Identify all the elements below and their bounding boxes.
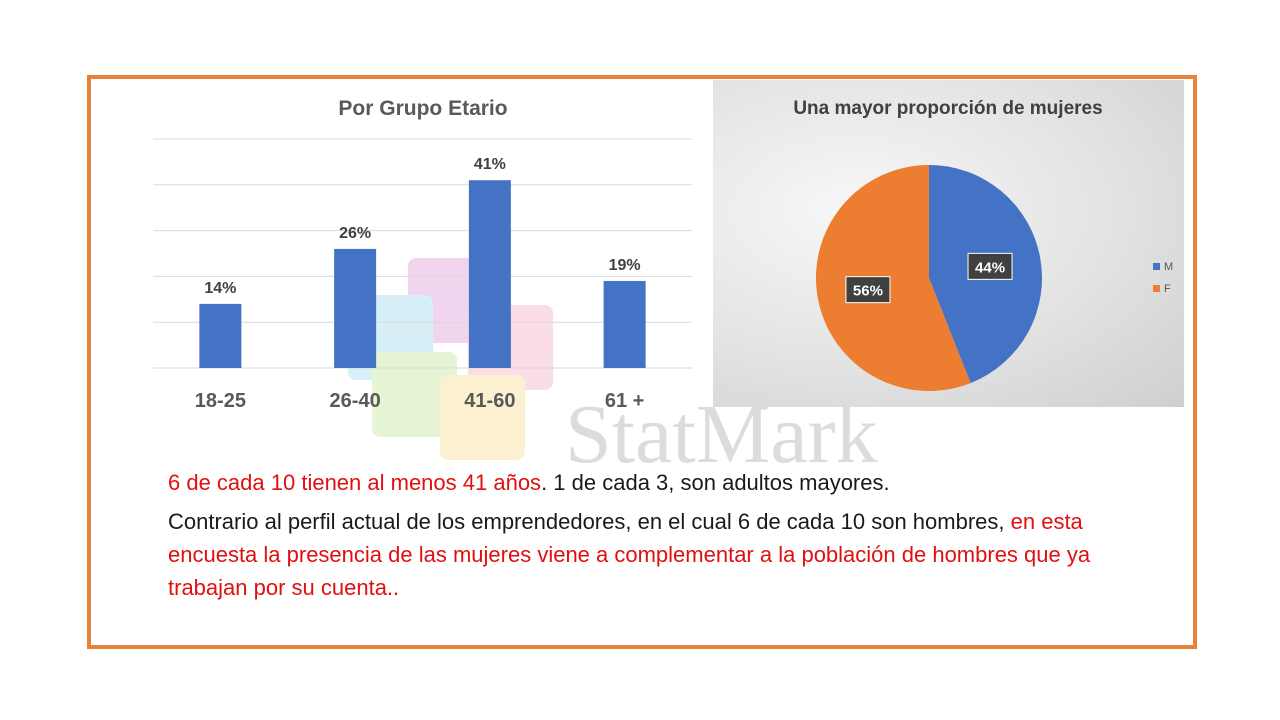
- bar-data-label: 41%: [474, 156, 506, 173]
- highlight-age: 6 de cada 10 tienen al menos 41 años: [168, 470, 542, 495]
- bar-61: [603, 280, 646, 368]
- pie-slice-f: [816, 165, 971, 391]
- bar-data-label: 19%: [609, 257, 641, 274]
- legend-swatch-m: [1153, 263, 1160, 270]
- x-tick-label: 61 +: [605, 390, 644, 412]
- highlight-gender: en esta encuesta la presencia de las muj…: [168, 509, 1091, 600]
- bar-18-25: [199, 303, 242, 368]
- bar-chart-bars: 14% 18-25 26% 26-40 41% 41-60 19% 61 +: [195, 156, 646, 412]
- pie-label-box: [845, 276, 891, 304]
- gender-pie-panel: Una mayor proporción de mujeres 44% 56% M…: [713, 80, 1184, 407]
- legend-label-m: M: [1164, 261, 1173, 273]
- commentary-line-2: Contrario al perfil actual de los empren…: [168, 505, 1128, 604]
- age-note: . 1 de cada 3, son adultos mayores.: [541, 470, 890, 495]
- legend-label-f: F: [1164, 283, 1171, 295]
- x-tick-label: 26-40: [330, 390, 381, 412]
- bar-chart-title: Por Grupo Etario: [338, 97, 507, 120]
- slide-frame: [87, 75, 1197, 649]
- x-tick-label: 41-60: [464, 390, 515, 412]
- pie-data-label: 44%: [975, 259, 1005, 276]
- commentary: 6 de cada 10 tienen al menos 41 años. 1 …: [168, 466, 1128, 604]
- pie-label-box: [967, 252, 1013, 280]
- pie-chart-title: Una mayor proporción de mujeres: [793, 98, 1102, 119]
- bar-data-label: 26%: [339, 225, 371, 242]
- bar-data-label: 14%: [204, 280, 236, 297]
- pie-legend: MF: [1153, 261, 1173, 295]
- gender-context: Contrario al perfil actual de los empren…: [168, 509, 1005, 534]
- bar-chart-gridlines: [153, 138, 692, 369]
- commentary-line-1: 6 de cada 10 tienen al menos 41 años. 1 …: [168, 466, 1128, 499]
- legend-swatch-f: [1153, 285, 1160, 292]
- age-group-bar-chart: Por Grupo Etario 14% 18-25 26% 26-40 41% 41-6…: [153, 97, 692, 412]
- pie-slices: 44% 56%: [816, 165, 1042, 391]
- x-tick-label: 18-25: [195, 390, 246, 412]
- pie-data-label: 56%: [853, 283, 883, 300]
- gender-pie-chart: Una mayor proporción de mujeres 44% 56% M…: [793, 98, 1173, 391]
- bar-26-40: [334, 248, 377, 368]
- bar-41-60: [468, 180, 511, 368]
